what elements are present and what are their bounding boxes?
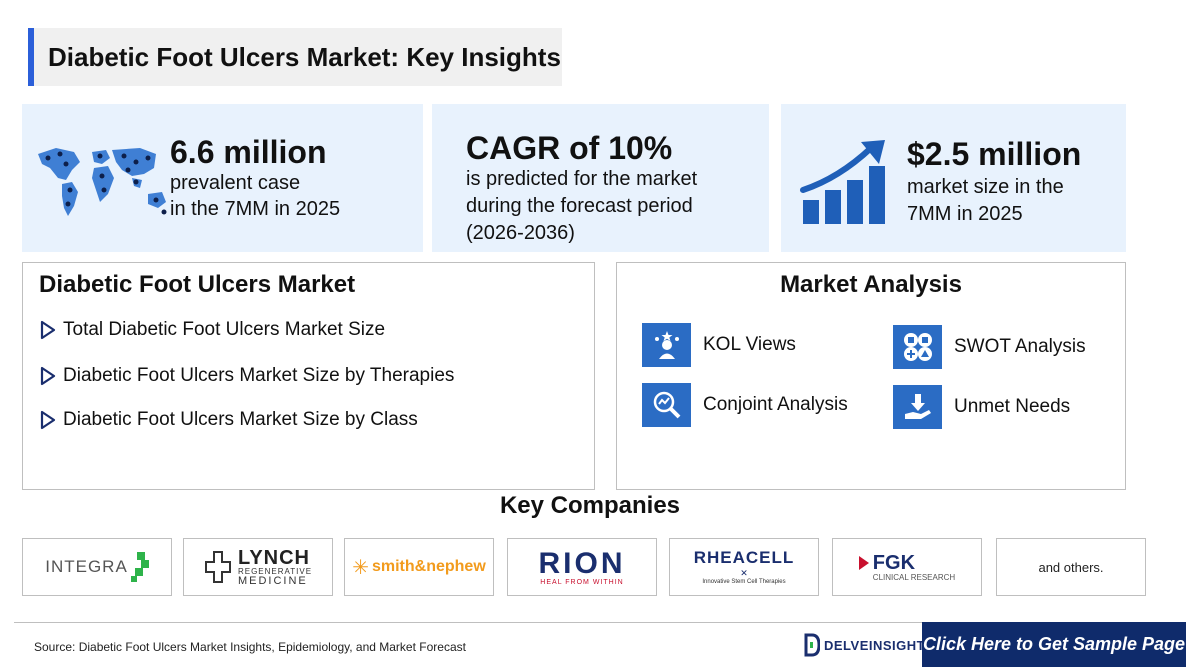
delveinsight-mark-icon: [804, 633, 820, 657]
get-sample-page-button[interactable]: Click Here to Get Sample Page: [922, 622, 1186, 667]
delveinsight-text: DELVEINSIGHT: [824, 637, 926, 653]
market-item: Diabetic Foot Ulcers Market Size by Ther…: [39, 365, 454, 387]
growth-chart-icon: [800, 140, 885, 224]
analysis-item-swot: SWOT Analysis: [893, 325, 1086, 369]
kpi-cagr-card: CAGR of 10% is predicted for the market …: [432, 104, 769, 252]
kpi-cagr-value: CAGR of 10%: [466, 130, 673, 166]
integra-mark-icon: [130, 552, 149, 582]
analysis-item-unmet: Unmet Needs: [893, 385, 1070, 429]
footer-divider: [14, 622, 1186, 623]
logo-rheacell-name: RHEACELL: [693, 548, 795, 567]
kpi-cagr-line3: (2026-2036): [466, 222, 575, 244]
analysis-item-label: Conjoint Analysis: [703, 394, 848, 415]
kpi-prevalence-line1: prevalent case: [170, 172, 301, 194]
logo-smith-nephew: ✳ smith&nephew: [344, 538, 494, 596]
logo-rheacell-tagline: Innovative Stem Cell Therapies: [702, 579, 786, 585]
kpi-market-size-card: $2.5 million market size in the 7MM in 2…: [781, 104, 1126, 252]
page-title: Diabetic Foot Ulcers Market: Key Insight…: [48, 41, 561, 72]
logo-others: and others.: [996, 538, 1146, 596]
logo-rion-tagline: HEAL FROM WITHIN: [540, 578, 624, 586]
fgk-arrow-icon: [858, 555, 869, 570]
market-item: Diabetic Foot Ulcers Market Size by Clas…: [39, 409, 418, 431]
key-companies-title: Key Companies: [499, 492, 681, 519]
title-box: Diabetic Foot Ulcers Market: Key Insight…: [28, 28, 562, 86]
analysis-item-conjoint: Conjoint Analysis: [642, 383, 848, 427]
logo-integra: INTEGRA: [22, 538, 172, 596]
chevron-right-icon: [40, 410, 56, 430]
source-text: Source: Diabetic Foot Ulcers Market Insi…: [34, 640, 466, 654]
analysis-panel-title: Market Analysis: [780, 271, 962, 298]
logo-fgk-tagline: CLINICAL RESEARCH: [872, 572, 956, 582]
logo-integra-text: INTEGRA: [45, 557, 128, 576]
market-item-label: Total Diabetic Foot Ulcers Market Size: [63, 319, 386, 340]
chevron-right-icon: [40, 366, 56, 386]
kpi-prevalence-card: 6.6 million prevalent case in the 7MM in…: [22, 104, 423, 252]
kpi-cagr-line2: during the forecast period: [466, 195, 693, 217]
logo-rheacell: RHEACELL ✕ Innovative Stem Cell Therapie…: [669, 538, 819, 596]
analysis-item-kol: KOL Views: [642, 323, 796, 367]
smith-star-icon: ✳: [352, 556, 369, 579]
kpi-market-size-value: $2.5 million: [907, 136, 1082, 172]
rheacell-mark-icon: ✕: [740, 568, 748, 578]
world-map-icon: [38, 148, 167, 216]
logo-lynch-name: LYNCH: [237, 546, 311, 569]
logo-lynch-sub1: REGENERATIVE: [237, 566, 313, 576]
kpi-market-size-line2: 7MM in 2025: [907, 203, 1023, 225]
logo-rion-name: RION: [538, 546, 626, 580]
logo-lynch-sub2: MEDICINE: [237, 574, 308, 587]
logo-fgk: FGK CLINICAL RESEARCH: [832, 538, 982, 596]
delveinsight-logo[interactable]: DELVEINSIGHT: [804, 628, 925, 662]
unmet-needs-icon: [893, 385, 942, 429]
lynch-cross-icon: [204, 551, 231, 583]
market-item-label: Diabetic Foot Ulcers Market Size by Clas…: [63, 409, 418, 430]
kpi-market-size-line1: market size in the: [907, 176, 1064, 198]
chevron-right-icon: [40, 320, 56, 340]
kpi-cagr-line1: is predicted for the market: [466, 168, 698, 190]
others-label: and others.: [1038, 559, 1104, 575]
kpi-prevalence-line2: in the 7MM in 2025: [170, 198, 341, 220]
analysis-panel: Market Analysis KOL Views SWOT Analysis …: [616, 262, 1126, 490]
market-item-label: Diabetic Foot Ulcers Market Size by Ther…: [63, 365, 455, 386]
market-panel-title: Diabetic Foot Ulcers Market: [39, 271, 356, 298]
conjoint-icon: [642, 383, 691, 427]
kpi-prevalence-value: 6.6 million: [170, 134, 327, 170]
analysis-item-label: KOL Views: [703, 334, 796, 355]
market-panel: Diabetic Foot Ulcers Market Total Diabet…: [22, 262, 595, 490]
logo-fgk-name: FGK: [872, 551, 916, 574]
logo-rion: RION HEAL FROM WITHIN: [507, 538, 657, 596]
kol-icon: [642, 323, 691, 367]
analysis-item-label: Unmet Needs: [954, 396, 1071, 417]
logo-lynch: LYNCH REGENERATIVE MEDICINE: [183, 538, 333, 596]
swot-icon: [893, 325, 942, 369]
market-item: Total Diabetic Foot Ulcers Market Size: [39, 319, 385, 341]
analysis-item-label: SWOT Analysis: [954, 336, 1086, 357]
logo-smith-text: smith&nephew: [371, 558, 486, 575]
